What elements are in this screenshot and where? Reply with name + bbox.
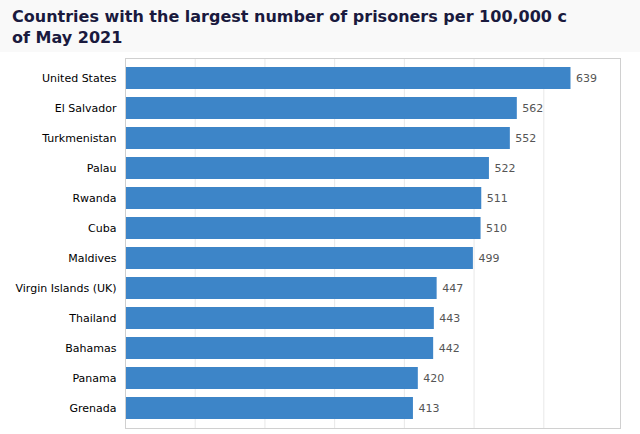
svg-text:510: 510	[486, 222, 507, 235]
svg-text:552: 552	[515, 132, 536, 145]
svg-text:Grenada: Grenada	[69, 402, 116, 415]
svg-text:El Salvador: El Salvador	[55, 102, 117, 115]
svg-text:Rwanda: Rwanda	[72, 192, 116, 205]
html-text:of May 2021: of May 2021	[12, 28, 123, 47]
html-text:Countries with the largest num: Countries with the largest number of pri…	[12, 7, 567, 26]
svg-text:511: 511	[487, 192, 508, 205]
svg-text:562: 562	[522, 102, 543, 115]
svg-text:Maldives: Maldives	[68, 252, 117, 265]
svg-text:522: 522	[494, 162, 515, 175]
svg-text:Palau: Palau	[87, 162, 117, 175]
svg-text:639: 639	[576, 72, 597, 85]
svg-text:Cuba: Cuba	[88, 222, 116, 235]
svg-text:442: 442	[439, 342, 460, 355]
svg-text:United States: United States	[42, 72, 117, 85]
svg-text:420: 420	[423, 372, 444, 385]
svg-text:Bahamas: Bahamas	[65, 342, 116, 355]
svg-text:Panama: Panama	[72, 372, 116, 385]
svg-text:Virgin Islands (UK): Virgin Islands (UK)	[16, 282, 117, 295]
svg-text:Turkmenistan: Turkmenistan	[41, 132, 116, 145]
svg-text:499: 499	[478, 252, 499, 265]
svg-text:443: 443	[439, 312, 460, 325]
svg-text:Thailand: Thailand	[68, 312, 116, 325]
svg-text:413: 413	[418, 402, 439, 415]
svg-text:447: 447	[442, 282, 463, 295]
